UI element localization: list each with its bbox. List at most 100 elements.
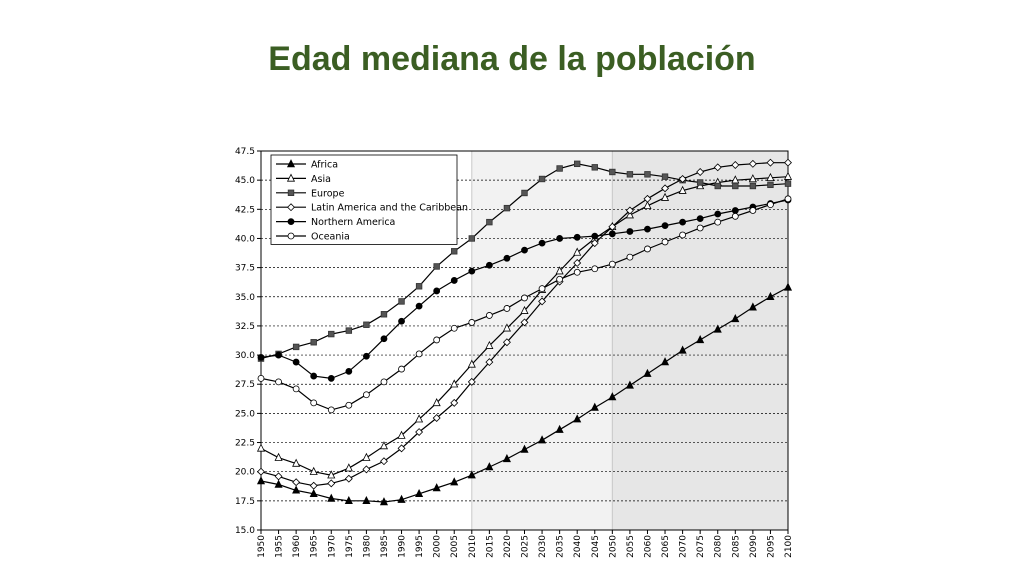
x-tick-label: 2045 [591,535,601,558]
data-point [625,210,634,219]
data-point [608,230,616,238]
data-point [661,238,669,246]
data-point [362,495,371,505]
data-point [450,324,458,332]
data-point [573,233,581,241]
data-point [485,358,494,367]
data-point [415,488,424,498]
data-point [555,424,564,433]
data-point [731,314,740,323]
legend-item: Northern America [276,217,395,228]
data-point [309,466,318,475]
data-point [345,327,353,334]
data-point [415,283,423,290]
legend-label: Africa [311,160,338,171]
data-point [468,267,476,275]
data-point [521,189,528,197]
legend-item: Oceania [276,232,350,243]
data-point [485,340,494,349]
legend-item: Europe [276,188,345,199]
legend-label: Northern America [311,217,395,228]
y-tick-label: 27.5 [235,380,255,390]
data-point [432,483,441,492]
y-tick-label: 17.5 [235,497,255,507]
legend-label: Europe [311,188,345,199]
x-tick-label: 2095 [766,535,776,558]
data-point [292,385,300,393]
data-point [643,200,652,210]
data-point [748,174,757,183]
data-point [450,398,459,407]
y-tick-label: 32.5 [235,322,255,332]
data-point [450,379,459,388]
legend-marker [286,173,296,182]
data-point [696,335,705,344]
background-band [471,151,613,530]
data-point [696,215,704,223]
x-tick-labels: 1950 1955 1960 1965 1970 1975 1980 1985 1990 1995… [257,535,794,558]
x-tick-label: 1965 [310,535,320,558]
data-point [327,406,335,414]
data-point [274,479,283,488]
data-point [362,452,371,461]
data-point [468,235,475,242]
data-point [556,235,564,242]
legend-marker [287,218,295,226]
data-point [415,428,424,437]
data-point [660,357,670,366]
y-tick-label: 47.5 [235,147,255,157]
data-point [309,488,318,498]
x-tick-label: 1975 [345,535,355,558]
x-tick-label: 2060 [643,535,653,558]
x-tick-label: 1980 [362,535,372,558]
data-point [397,494,406,503]
data-point [503,254,511,262]
data-point [310,399,318,407]
data-point [274,452,283,461]
x-tick-label: 1950 [257,535,267,558]
data-point [608,260,616,268]
data-point [468,319,476,326]
data-point [608,392,617,401]
legend-label: Latin America and the Caribbean [311,203,468,214]
data-point [574,160,581,168]
data-point [345,401,353,409]
data-point [415,414,424,423]
data-point [609,168,616,176]
data-point [573,268,581,276]
data-point [749,182,757,190]
y-tick-label: 45.0 [235,176,255,186]
data-point [784,195,792,203]
data-point [714,182,721,190]
data-point [573,414,582,423]
data-point [696,224,704,232]
data-point [521,294,528,302]
x-tick-label: 2035 [556,535,566,558]
y-tick-label: 37.5 [235,264,255,274]
data-point [327,470,336,479]
data-point [451,248,458,255]
data-point [749,207,757,214]
legend-item: Africa [276,159,338,171]
data-point [626,171,634,178]
x-tick-label: 1985 [380,535,390,558]
legend-item: Asia [276,173,331,185]
y-tick-label: 30.0 [235,351,255,361]
data-point [328,330,335,338]
legend-box [270,154,458,245]
data-point [590,239,599,248]
data-point [766,158,775,167]
x-tick-label: 2015 [485,535,495,558]
data-point [643,368,652,377]
data-point [309,481,318,490]
data-point [520,444,529,453]
y-tick-label: 20.0 [235,468,255,478]
series-lines [256,158,793,506]
data-point [679,218,686,226]
data-point [433,263,440,270]
series-latin-america-and-the-caribbean [257,158,792,490]
data-point [275,351,282,359]
x-tick-label: 2100 [784,535,794,558]
data-point [503,305,511,312]
legend: Africa Asia Europe Latin America and the Ca… [270,154,468,245]
